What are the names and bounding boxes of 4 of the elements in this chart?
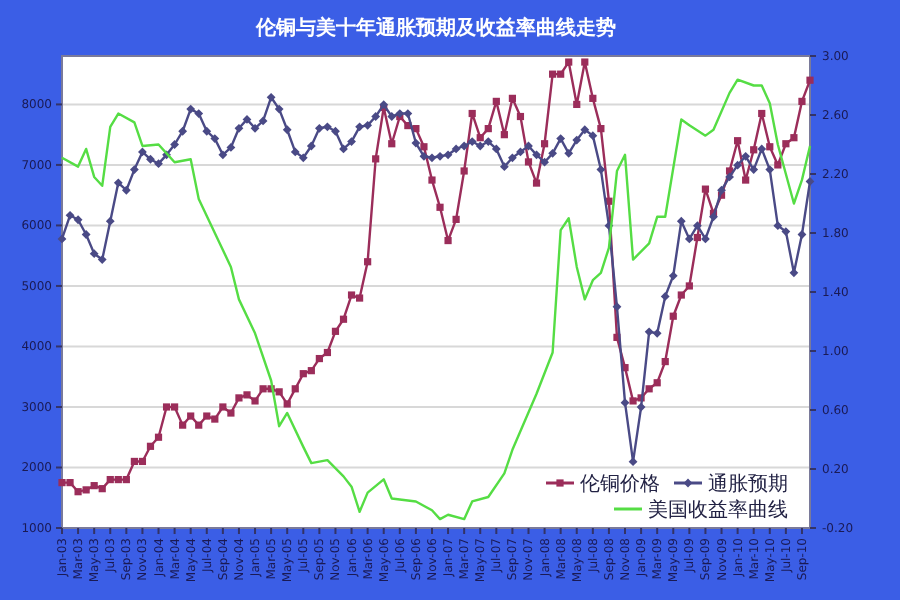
legend-label: 伦铜价格 [580,472,660,496]
legend-label: 通胀预期 [708,472,788,496]
chart-title: 伦铜与美十年通胀预期及收益率曲线走势 [254,16,616,40]
legend-label: 美国收益率曲线 [648,498,788,522]
